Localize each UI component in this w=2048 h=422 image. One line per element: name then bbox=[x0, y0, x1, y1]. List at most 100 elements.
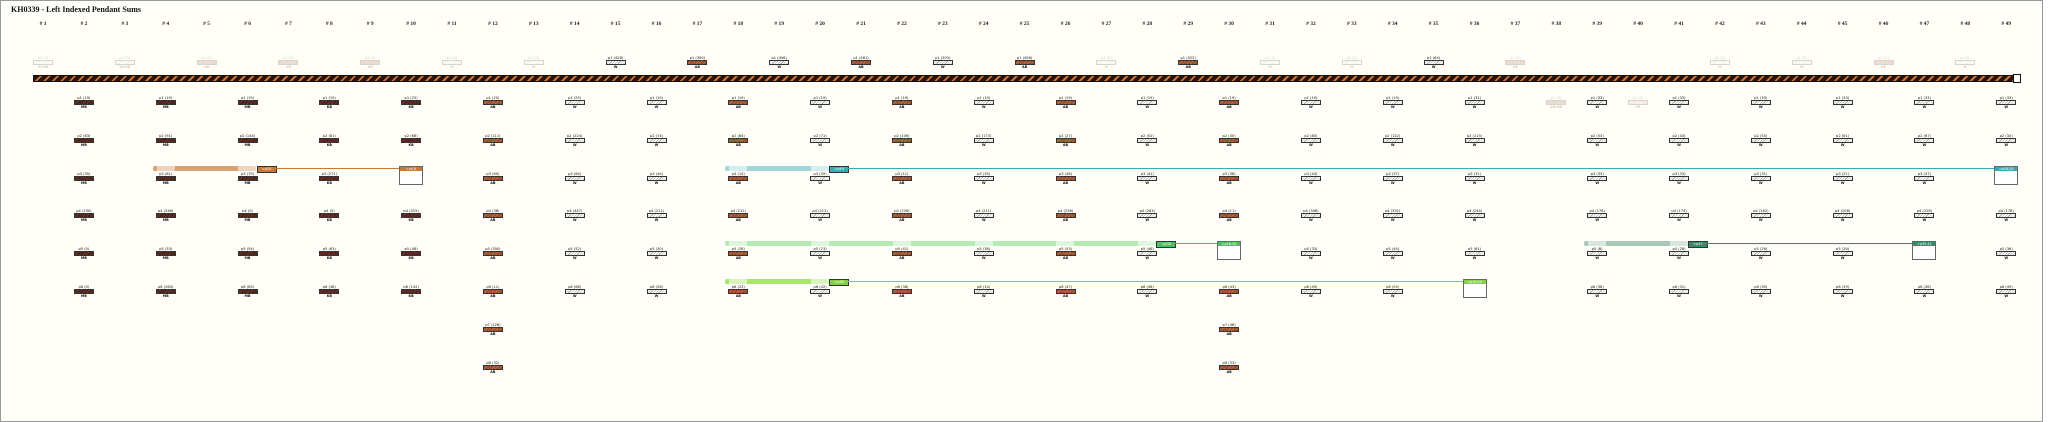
pendant-label: p3 (21) bbox=[1836, 171, 1850, 176]
pendant-knot-bar bbox=[891, 175, 912, 181]
pendant-color-label: KB bbox=[408, 105, 414, 109]
sum-group-bar bbox=[725, 279, 830, 284]
column-header: # 5 bbox=[203, 21, 211, 27]
pendant-cord: p3 (31) W bbox=[1464, 172, 1486, 185]
column-header: # 26 bbox=[1060, 21, 1071, 27]
pendant-knot-bar bbox=[1219, 175, 1240, 181]
pendant-knot-bar bbox=[482, 137, 503, 143]
pendant-color-label: W bbox=[2004, 218, 2009, 223]
sum-member-highlight bbox=[811, 241, 830, 247]
pendant-cord: p4 (315) KB bbox=[400, 209, 422, 222]
pendant-label: p1 (0) bbox=[364, 56, 376, 60]
pendant-color-label: AB bbox=[1226, 105, 1232, 109]
pendant-knot-bar bbox=[1587, 213, 1608, 219]
pendant-label: p2 (27) bbox=[1058, 133, 1073, 138]
column-header: # 15 bbox=[610, 21, 621, 27]
pendant-knot-bar bbox=[1137, 289, 1158, 294]
pendant-color-label: W bbox=[2004, 256, 2009, 261]
pendant-knot-bar bbox=[891, 213, 912, 219]
pendant-cord: p4 (246) MB bbox=[155, 209, 177, 222]
pendant-knot-bar bbox=[1382, 213, 1403, 219]
pendant-knot-bar bbox=[728, 213, 749, 219]
pendant-label: p2 (30) bbox=[1222, 133, 1236, 138]
pendant-cord: p5 (36) W bbox=[1995, 247, 2017, 260]
pendant-label: p4 (306) bbox=[1303, 209, 1319, 214]
pendant-label: p1 (456) bbox=[1016, 56, 1033, 60]
pendant-label: p1 (25) bbox=[568, 96, 582, 100]
pendant-knot-bar bbox=[155, 137, 176, 143]
pendant-knot-bar bbox=[1914, 175, 1935, 181]
pendant-color-label: W bbox=[2004, 294, 2009, 298]
pendant-knot-bar bbox=[810, 100, 831, 105]
pendant-cord: p2 (52) W bbox=[1136, 134, 1158, 147]
pendant-knot-bar bbox=[973, 213, 994, 219]
pendant-cord: p5 (28) W bbox=[1668, 247, 1690, 260]
pendant-color-label: W bbox=[654, 294, 659, 298]
pendant-knot-bar bbox=[319, 137, 340, 143]
pendant-label: p5 (0) bbox=[78, 247, 90, 252]
column-header: # 4 bbox=[162, 21, 170, 27]
pendant-knot-bar bbox=[1300, 175, 1321, 181]
pendant-label: p5 (41) bbox=[895, 247, 909, 252]
pendant-label: p1 (503) bbox=[935, 56, 951, 60]
sum-group-bar bbox=[152, 165, 257, 171]
pendant-cord: p1 (0) AB:MB bbox=[1545, 96, 1567, 109]
pendant-cord: p5 (63) KB bbox=[318, 247, 340, 260]
pendant-label: p2 (71) bbox=[813, 133, 827, 138]
pendant-color-label: W bbox=[1472, 256, 1477, 261]
pendant-cord: p1 (0) AB bbox=[359, 56, 381, 69]
pendant-knot-bar bbox=[482, 364, 503, 370]
column-header: # 8 bbox=[325, 21, 333, 27]
pendant-label: p5 (28) bbox=[1672, 247, 1686, 252]
pendant-cord: p1 (31) W bbox=[1464, 96, 1486, 109]
pendant-cord: p6 (36) W bbox=[1913, 285, 1935, 298]
pendant-color-label: W bbox=[1595, 294, 1600, 298]
pendant-knot-bar bbox=[155, 175, 176, 181]
pendant-color-label: KB bbox=[408, 218, 414, 223]
pendant-color-label: MB bbox=[244, 218, 251, 223]
pendant-cord: p5 (41) AB bbox=[891, 247, 913, 260]
pendant-label: p4 (315) bbox=[403, 209, 419, 214]
pendant-cord: p6 (142) KB bbox=[400, 285, 422, 298]
pendant-color-label: AB bbox=[285, 65, 291, 69]
pendant-label: p2 (35) bbox=[1999, 133, 2013, 138]
pendant-color-label: AB bbox=[899, 180, 905, 185]
pendant-color-label: W bbox=[981, 180, 986, 185]
pendant-cord: p6 (31) W bbox=[1668, 285, 1690, 298]
sum-group-bar bbox=[725, 165, 830, 171]
pendant-cord: p4 (11) AB bbox=[1218, 209, 1240, 222]
sum-member-highlight bbox=[811, 279, 830, 284]
pendant-knot-bar bbox=[1423, 60, 1444, 65]
pendant-knot-bar bbox=[401, 251, 422, 257]
pendant-cord: p6 (28) W bbox=[646, 285, 668, 298]
pendant-cord: p1 (19) MB bbox=[155, 96, 177, 109]
pendant-label: p1 (31) bbox=[1467, 96, 1482, 100]
pendant-color-label: W bbox=[572, 218, 577, 223]
pendant-label: p3 (44) bbox=[1304, 171, 1318, 176]
sum-member-highlight bbox=[729, 241, 748, 247]
pendant-label: p2 (74) bbox=[649, 133, 664, 138]
pendant-knot-bar bbox=[1219, 137, 1240, 143]
pendant-color-label: AB bbox=[203, 65, 210, 69]
pendant-cord: p2 (115) W bbox=[1464, 134, 1486, 147]
pendant-cord: p6 (47) AB bbox=[1055, 285, 1077, 298]
pendant-color-label: KB bbox=[408, 256, 414, 261]
pendant-label: p4 (212) bbox=[812, 209, 828, 214]
pendant-cord: p1 (0) AB bbox=[196, 56, 218, 69]
pendant-color-label: W bbox=[1309, 294, 1313, 298]
pendant-cord: p6 (38) AB bbox=[891, 285, 913, 298]
pendant-label: p1 (426) bbox=[607, 56, 624, 60]
pendant-color-label: AB bbox=[1062, 180, 1069, 185]
pendant-label: p4 (38) bbox=[486, 209, 500, 214]
pendant-label: p8 (32) bbox=[486, 360, 500, 365]
pendant-cord: p1 (0) W bbox=[1341, 56, 1363, 69]
pendant-label: p1 (19) bbox=[322, 96, 336, 100]
pendant-knot-bar bbox=[728, 289, 749, 294]
sum-member-highlight bbox=[974, 241, 993, 247]
pendant-knot-bar bbox=[973, 251, 994, 257]
pendant-color-label: W bbox=[940, 65, 945, 69]
column-header: # 10 bbox=[406, 21, 416, 27]
pendant-cord: p1 (19) AB bbox=[891, 96, 913, 109]
column-header: # 29 bbox=[1183, 21, 1193, 27]
pendant-label: p2 (144) bbox=[239, 133, 256, 138]
